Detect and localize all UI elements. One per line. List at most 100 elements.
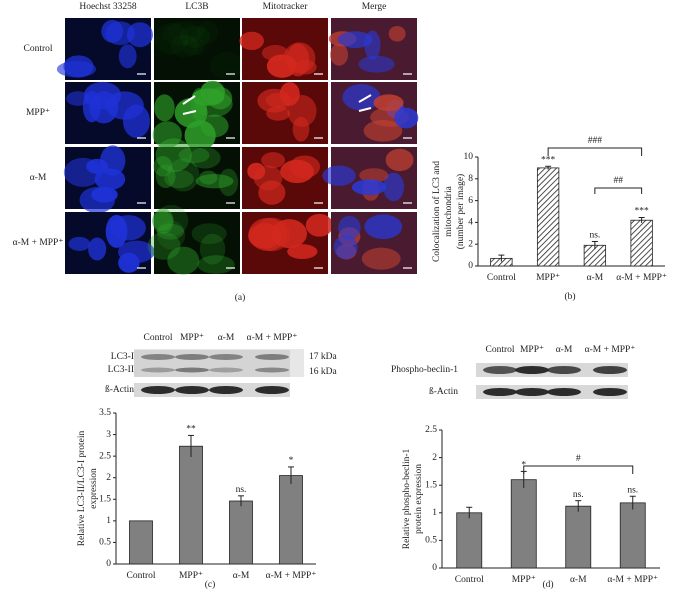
cell [155,138,192,173]
cell [157,220,186,250]
y-tick-label: 4 [468,218,473,228]
band [515,366,549,374]
x-tick-label: Control [126,571,155,581]
cell [271,219,308,249]
x-tick-label: MPP⁺ [536,273,560,283]
bracket-label: # [576,454,581,464]
band [515,388,549,396]
cell [364,214,403,240]
cell [385,148,414,172]
y-tick-label: 2.5 [99,451,111,461]
y-tick-label: 3 [106,430,111,440]
cell [373,94,404,112]
y-tick-label: 0 [468,261,473,271]
panel-label: (c) [205,579,216,590]
y-tick-label: 8 [468,174,473,184]
cell [258,180,286,205]
x-tick-label: α-M + MPP⁺ [607,575,658,585]
y-tick-label: 0 [432,563,437,573]
size-label: 17 kDa [309,352,337,362]
panel-label: (b) [564,291,575,302]
arrow [358,94,372,103]
significance-label: *** [635,207,650,217]
micrograph [239,18,328,80]
cell [191,223,227,245]
band [547,366,581,374]
cell [79,186,116,214]
y-axis-label: Relative LC3-II/LC3-I protein [77,430,87,546]
cell [292,116,310,142]
y-tick-label: 1.5 [99,494,111,504]
band-label: LC3-I [111,352,134,362]
cell [261,152,285,169]
micrograph [331,82,419,144]
y-tick-label: 2.5 [425,425,437,435]
bracket-label: ### [588,136,603,146]
cell [88,237,107,261]
cell [182,36,205,56]
y-tick-label: 3.5 [99,408,111,418]
cell [86,158,109,174]
micrograph [154,18,244,80]
bracket [523,465,634,474]
cell [199,170,218,185]
band [483,388,517,396]
cell [257,88,291,113]
cell [147,231,181,260]
cell [161,22,202,46]
column-header: Merge [362,2,387,12]
band [175,386,209,394]
cell [164,169,194,189]
bracket-label: ## [614,176,624,186]
y-axis-label: Relative phospho-beclin-1 [402,448,412,549]
cell [247,162,266,180]
significance-label: ns. [236,485,247,495]
micrograph [63,145,151,214]
cell [154,22,189,55]
bar [630,219,653,267]
cell [197,255,235,274]
y-tick-label: 2 [106,473,111,483]
micrograph [242,82,328,144]
arrow [182,95,196,105]
micrograph [242,147,328,209]
y-axis-label: protein expression [414,464,424,534]
lane-label: α-M + MPP⁺ [247,333,298,343]
cell [359,168,389,183]
x-tick-label: α-M + MPP⁺ [616,273,667,283]
x-tick-label: MPP⁺ [179,571,203,581]
cell [289,155,321,179]
bar [279,475,303,565]
cell [118,44,137,69]
cell [153,156,173,177]
x-tick-label: Control [487,273,516,283]
lane-label: α-M [556,345,573,355]
y-axis-label: mitochondria [444,185,454,236]
micrograph-bg [154,212,240,274]
band [593,388,627,396]
y-tick-label: 1 [106,516,111,526]
cell [199,233,226,265]
band [141,386,175,394]
micrograph [65,212,155,274]
micrograph [153,138,240,209]
cell [388,25,406,42]
cell [118,240,155,263]
cell [152,210,173,231]
cell [56,60,97,78]
cell [200,114,229,138]
cell [361,247,401,270]
cell [338,215,361,240]
cell [207,87,233,110]
cell [209,52,244,79]
micrograph [328,18,417,80]
cell [342,84,381,111]
cell [195,174,234,189]
significance-label: *** [541,155,556,165]
y-tick-label: 1 [432,508,437,518]
y-tick-label: 0 [106,559,111,569]
row-label: α-M + MPP⁺ [13,238,64,248]
lane-label: MPP⁺ [520,345,544,355]
lane-label: α-M + MPP⁺ [585,345,636,355]
bar [179,445,203,565]
